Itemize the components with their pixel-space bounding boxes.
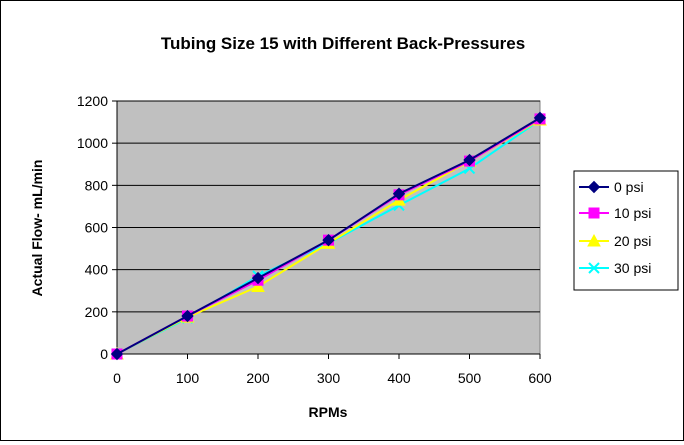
y-tick-label: 1200 bbox=[77, 93, 108, 109]
x-tick-label: 400 bbox=[387, 370, 411, 386]
x-axis-label: RPMs bbox=[309, 404, 348, 420]
legend: 0 psi 10 psi 20 psi 30 psi bbox=[573, 170, 679, 291]
data-point bbox=[392, 187, 406, 200]
marker-stroke bbox=[588, 262, 600, 274]
x-tick-label: 200 bbox=[246, 370, 270, 386]
series-layer bbox=[110, 111, 547, 361]
legend-label: 20 psi bbox=[614, 233, 651, 249]
data-point bbox=[181, 309, 194, 323]
x-tick-label: 500 bbox=[458, 370, 482, 386]
y-tick-label: 600 bbox=[85, 220, 109, 236]
legend-label: 0 psi bbox=[614, 179, 644, 195]
data-point bbox=[251, 271, 265, 285]
x-tick-label: 100 bbox=[176, 370, 200, 386]
y-tick-label: 400 bbox=[85, 262, 109, 278]
x-tick-label: 0 bbox=[113, 370, 121, 386]
legend-marker bbox=[587, 180, 601, 194]
data-point bbox=[251, 279, 265, 293]
x-tick-label: 600 bbox=[528, 370, 552, 386]
axes: 0 200 400 600 800 1000 1200 0 100 200 300 400 500 600 bbox=[77, 93, 552, 386]
y-tick-label: 200 bbox=[85, 304, 109, 320]
legend-label: 30 psi bbox=[614, 260, 651, 276]
y-tick-label: 0 bbox=[100, 346, 108, 362]
series-0-psi bbox=[110, 111, 547, 361]
data-point bbox=[110, 347, 124, 361]
legend-entry: 10 psi bbox=[579, 205, 651, 221]
legend-entry: 20 psi bbox=[579, 233, 651, 249]
y-tick-label: 800 bbox=[85, 177, 109, 193]
chart-title: Tubing Size 15 with Different Back-Press… bbox=[161, 34, 525, 53]
x-tick-label: 300 bbox=[317, 370, 341, 386]
legend-entry: 0 psi bbox=[579, 179, 644, 195]
data-point bbox=[322, 233, 335, 247]
legend-marker bbox=[587, 233, 601, 247]
legend-marker bbox=[588, 262, 600, 274]
y-tick-label: 1000 bbox=[77, 135, 108, 151]
y-axis-label: Actual Flow- mL/min bbox=[29, 160, 45, 297]
legend-marker bbox=[588, 207, 600, 219]
data-point bbox=[463, 153, 476, 167]
legend-label: 10 psi bbox=[614, 205, 651, 221]
data-point bbox=[533, 111, 547, 125]
legend-entry: 30 psi bbox=[579, 260, 651, 276]
